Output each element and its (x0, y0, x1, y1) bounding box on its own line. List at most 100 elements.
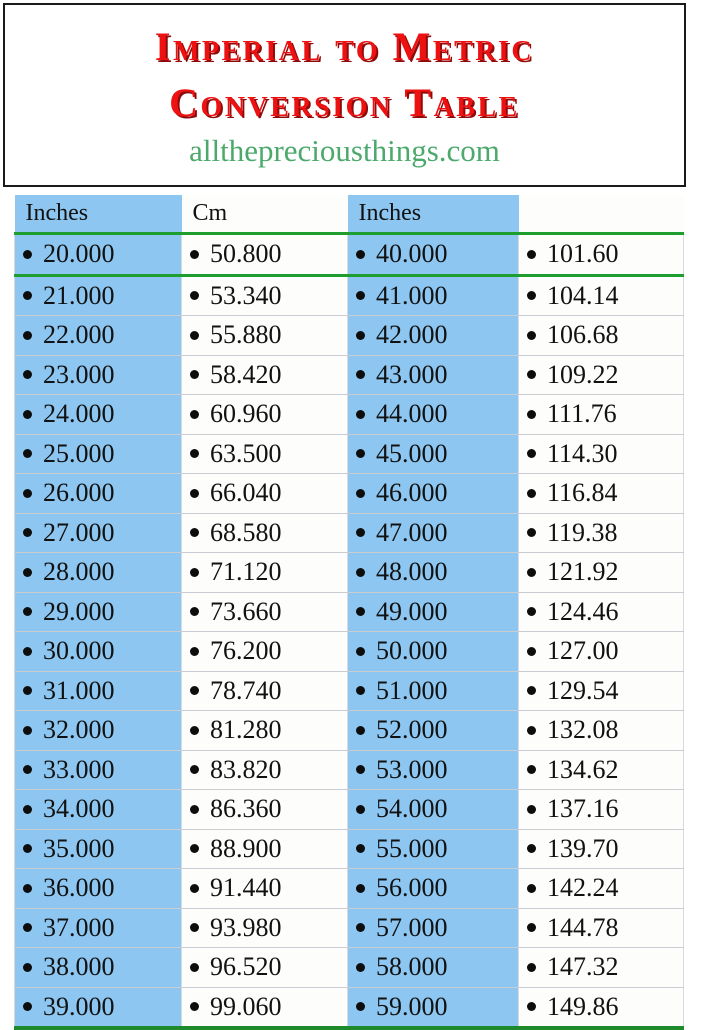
bullet-icon (356, 962, 365, 972)
table-cell: 76.200 (181, 631, 348, 672)
cell-value: 127.00 (547, 636, 619, 666)
cell-value: 137.16 (547, 794, 619, 824)
bullet-icon (527, 765, 536, 775)
cell-value: 147.32 (547, 952, 619, 982)
table-cell: 54.000 (347, 789, 519, 830)
bullet-icon (23, 883, 32, 893)
table-cell: 73.660 (181, 592, 348, 632)
cell-value: 23.000 (43, 359, 115, 389)
column-header-1: Inches (14, 195, 182, 235)
bullet-icon (356, 607, 365, 617)
column-header-2: Cm (181, 195, 348, 235)
bullet-icon (527, 844, 536, 854)
cell-value: 86.360 (210, 794, 282, 824)
bullet-icon (527, 409, 536, 419)
cell-value: 52.000 (376, 715, 448, 745)
bullet-icon (356, 249, 365, 259)
cell-value: 33.000 (43, 754, 115, 784)
bullet-icon (527, 725, 536, 735)
table-cell: 104.14 (518, 275, 684, 316)
bullet-icon (527, 646, 536, 656)
table-cell: 91.440 (181, 868, 348, 909)
table-cell: 116.84 (518, 473, 684, 514)
table-cell: 53.340 (181, 275, 348, 316)
bullet-icon (190, 528, 199, 538)
table-cell: 23.000 (14, 355, 182, 395)
table-row: 26.000 66.040 46.000 116.84 (14, 473, 684, 514)
cell-value: 93.980 (210, 912, 282, 942)
cell-value: 58.420 (210, 359, 282, 389)
table-cell: 36.000 (14, 868, 182, 909)
table-cell: 48.000 (347, 552, 519, 593)
cell-value: 116.84 (547, 478, 618, 508)
table-row: 29.000 73.660 49.000 124.46 (14, 592, 684, 632)
table-cell: 147.32 (518, 947, 684, 988)
table-cell: 71.120 (181, 552, 348, 593)
cell-value: 132.08 (547, 715, 619, 745)
table-cell: 20.000 (14, 233, 182, 277)
cell-value: 119.38 (547, 517, 618, 547)
cell-value: 46.000 (376, 478, 448, 508)
title-line-2: Conversion Table (169, 80, 520, 125)
bullet-icon (23, 607, 32, 617)
table-cell: 53.000 (347, 750, 519, 790)
cell-value: 81.280 (210, 715, 282, 745)
cell-value: 51.000 (376, 675, 448, 705)
cell-value: 41.000 (376, 280, 448, 310)
table-cell: 21.000 (14, 275, 182, 316)
table-cell: 45.000 (347, 434, 519, 474)
cell-value: 66.040 (210, 478, 282, 508)
cell-value: 63.500 (210, 438, 282, 468)
cell-value: 76.200 (210, 636, 282, 666)
cell-value: 49.000 (376, 596, 448, 626)
table-cell: 88.900 (181, 829, 348, 869)
cell-value: 43.000 (376, 359, 448, 389)
watermark-url: allthepreciousthings.com (189, 133, 500, 168)
bullet-icon (356, 883, 365, 893)
table-cell: 24.000 (14, 394, 182, 435)
table-cell: 93.980 (181, 908, 348, 948)
cell-value: 142.24 (547, 873, 619, 903)
bullet-icon (23, 646, 32, 656)
cell-value: 38.000 (43, 952, 115, 982)
cell-value: 50.000 (376, 636, 448, 666)
table-cell: 63.500 (181, 434, 348, 474)
table-cell: 66.040 (181, 473, 348, 514)
cell-value: 22.000 (43, 320, 115, 350)
table-cell: 44.000 (347, 394, 519, 435)
table-cell: 58.000 (347, 947, 519, 988)
cell-value: 73.660 (210, 596, 282, 626)
cell-value: 68.580 (210, 517, 282, 547)
bullet-icon (190, 804, 199, 814)
table-cell: 50.800 (181, 233, 348, 277)
bullet-icon (527, 488, 536, 498)
cell-value: 71.120 (210, 557, 282, 587)
cell-value: 99.060 (210, 991, 282, 1021)
table-row: 21.000 53.340 41.000 104.14 (14, 275, 684, 316)
cell-value: 25.000 (43, 438, 115, 468)
bullet-icon (190, 488, 199, 498)
cell-value: 109.22 (547, 359, 619, 389)
cell-value: 31.000 (43, 675, 115, 705)
bullet-icon (23, 725, 32, 735)
table-row: 20.000 50.800 40.000 101.60 (14, 233, 684, 277)
bullet-icon (23, 686, 32, 696)
table-cell: 22.000 (14, 315, 182, 356)
bullet-icon (23, 409, 32, 419)
bullet-icon (190, 883, 199, 893)
table-cell: 27.000 (14, 513, 182, 553)
table-cell: 134.62 (518, 750, 684, 790)
table-cell: 86.360 (181, 789, 348, 830)
cell-value: 28.000 (43, 557, 115, 587)
cell-value: 27.000 (43, 517, 115, 547)
table-row: 22.000 55.880 42.000 106.68 (14, 315, 684, 356)
cell-value: 55.000 (376, 833, 448, 863)
cell-value: 149.86 (547, 991, 619, 1021)
header-row: Inches Cm Inches (14, 195, 684, 235)
bullet-icon (356, 528, 365, 538)
table-cell: 58.420 (181, 355, 348, 395)
bullet-icon (356, 923, 365, 933)
bullet-icon (23, 449, 32, 459)
cell-value: 35.000 (43, 833, 115, 863)
bullet-icon (527, 249, 536, 259)
